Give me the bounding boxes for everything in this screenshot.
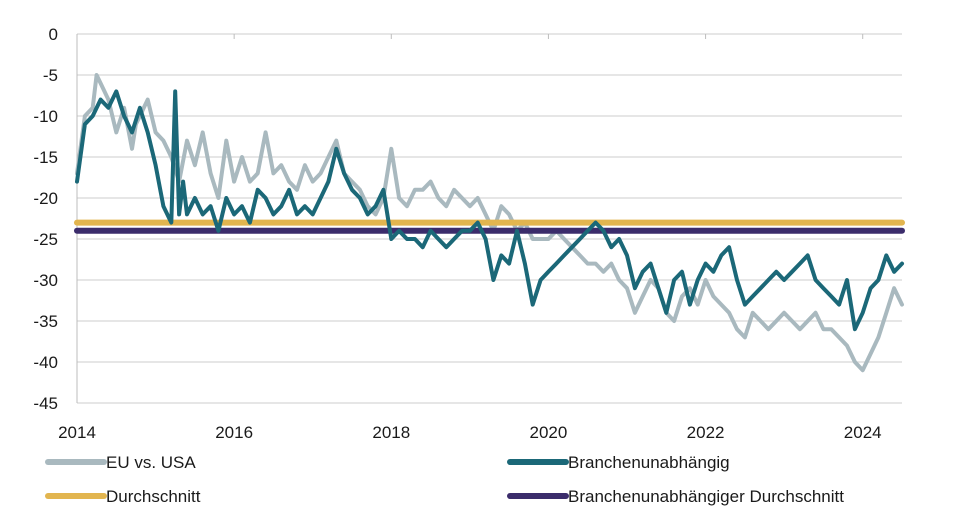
legend-label: EU vs. USA xyxy=(106,453,196,472)
series-lines xyxy=(74,73,905,373)
x-axis: 2014 2016 2018 2020 2022 2024 xyxy=(58,34,882,442)
y-tick-label: -30 xyxy=(33,271,58,290)
y-axis: 0 -5 -10 -15 -20 -25 -30 -35 -40 -45 xyxy=(33,25,78,413)
x-tick-label: 2018 xyxy=(372,423,410,442)
y-tick-label: -5 xyxy=(43,66,58,85)
grid-lines xyxy=(77,33,902,404)
legend: EU vs. USA Branchenunabhängig Durchschnitt… xyxy=(45,453,844,506)
legend-label: Branchenunabhängiger Durchschnitt xyxy=(568,487,844,506)
x-tick-label: 2024 xyxy=(844,423,882,442)
legend-label: Durchschnitt xyxy=(106,487,201,506)
y-tick-label: -20 xyxy=(33,189,58,208)
series-line-1 xyxy=(75,89,904,332)
y-tick-label: -25 xyxy=(33,230,58,249)
y-tick-label: -45 xyxy=(33,394,58,413)
y-tick-label: 0 xyxy=(49,25,58,44)
series-line-0 xyxy=(75,73,904,373)
x-tick-label: 2014 xyxy=(58,423,96,442)
legend-label: Branchenunabhängig xyxy=(568,453,730,472)
y-tick-label: -35 xyxy=(33,312,58,331)
y-tick-label: -40 xyxy=(33,353,58,372)
y-tick-label: -15 xyxy=(33,148,58,167)
y-tick-label: -10 xyxy=(33,107,58,126)
x-tick-label: 2022 xyxy=(687,423,725,442)
x-tick-label: 2020 xyxy=(530,423,568,442)
x-tick-label: 2016 xyxy=(215,423,253,442)
